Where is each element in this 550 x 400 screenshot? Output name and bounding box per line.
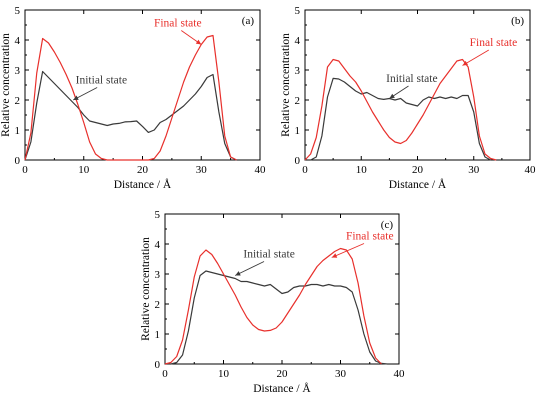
y-tick-label: 1 [15, 125, 21, 137]
y-tick-label: 5 [295, 5, 301, 17]
y-tick-label: 4 [15, 35, 21, 47]
annotation-arrow-line [462, 49, 490, 66]
x-tick-label: 20 [277, 368, 289, 380]
x-tick-label: 0 [302, 164, 308, 176]
annotation-arrow-head [462, 60, 469, 66]
x-axis-label: Distance / Å [253, 381, 311, 395]
y-tick-label: 2 [155, 299, 161, 311]
y-tick-label: 1 [295, 125, 301, 137]
y-tick-label: 3 [295, 65, 301, 77]
y-tick-label: 2 [295, 95, 301, 107]
x-tick-label: 0 [162, 368, 168, 380]
chart-panel-2: 0 10 20 30 40 0 1 2 3 4 5 Distance / Å Relative conc… [140, 209, 405, 395]
annotation-label-final: Final state [470, 37, 518, 49]
y-tick-label: 2 [15, 95, 21, 107]
y-tick-label: 4 [295, 35, 301, 47]
x-tick-label: 0 [22, 164, 28, 176]
annotation-arrow-head [331, 253, 338, 258]
x-tick-label: 40 [394, 368, 406, 380]
series-line-final [24, 34, 237, 161]
series-line-final [304, 58, 497, 161]
annotation-arrow-head [73, 95, 79, 100]
y-tick-label: 5 [15, 5, 21, 17]
x-tick-label: 30 [196, 164, 208, 176]
x-tick-label: 40 [525, 164, 537, 176]
x-tick-label: 10 [218, 368, 230, 380]
x-axis-label: Distance / Å [389, 177, 447, 191]
annotation-arrow-head [195, 39, 202, 45]
annotation-arrow-head [235, 271, 241, 276]
y-tick-label: 4 [155, 239, 161, 251]
chart-panel-1: 0 10 20 30 40 0 1 2 3 4 5 Distance / Å Relative conc… [280, 5, 536, 191]
panel-label: (b) [511, 15, 524, 27]
y-tick-label: 0 [15, 155, 21, 167]
series-line-initial [310, 77, 491, 161]
x-tick-label: 30 [468, 164, 480, 176]
annotation-label-initial: Initial state [386, 73, 437, 85]
y-tick-label: 3 [15, 65, 21, 77]
plot-frame [304, 9, 531, 161]
panel-label: (c) [381, 219, 394, 231]
x-tick-label: 30 [335, 368, 347, 380]
y-axis-label: Relative concentration [280, 33, 292, 137]
x-tick-label: 10 [356, 164, 368, 176]
panel-label: (a) [242, 15, 255, 27]
annotation-arrow-line [331, 243, 365, 258]
annotation-arrow-head [389, 93, 395, 99]
y-axis-label: Relative concentration [140, 237, 152, 341]
y-tick-label: 0 [295, 155, 301, 167]
series-line-initial [24, 70, 237, 161]
x-tick-label: 10 [78, 164, 90, 176]
annotation-label-final: Final state [346, 231, 394, 243]
x-axis-label: Distance / Å [114, 177, 172, 191]
annotation-label-final: Final state [154, 18, 202, 30]
series-line-initial [165, 270, 388, 365]
x-tick-label: 20 [412, 164, 424, 176]
annotation-label-initial: Initial state [76, 75, 127, 87]
y-axis-label: Relative concentration [0, 33, 12, 137]
y-tick-label: 3 [155, 269, 161, 281]
chart-panel-0: 0 10 20 30 40 0 1 2 3 4 5 Distance / Å Relative conc… [0, 5, 266, 191]
y-tick-label: 0 [155, 359, 161, 371]
x-tick-label: 40 [255, 164, 267, 176]
x-tick-label: 20 [137, 164, 149, 176]
annotation-label-initial: Initial state [243, 249, 294, 261]
annotation-arrow-line [235, 261, 265, 276]
series-line-final [164, 247, 382, 365]
y-tick-label: 5 [155, 209, 161, 221]
y-tick-label: 1 [155, 329, 161, 341]
